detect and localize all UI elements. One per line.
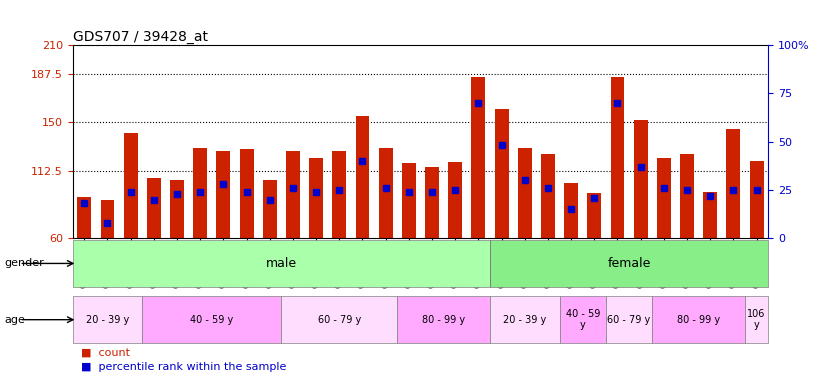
Text: male: male: [266, 257, 297, 270]
Bar: [472, 77, 486, 238]
Bar: [750, 161, 763, 238]
Bar: [634, 120, 648, 238]
Bar: [657, 158, 671, 238]
Text: 20 - 39 y: 20 - 39 y: [86, 315, 129, 325]
Bar: [101, 200, 115, 238]
Text: GDS707 / 39428_at: GDS707 / 39428_at: [73, 30, 207, 44]
Bar: [703, 192, 717, 238]
Bar: [606, 296, 653, 343]
Text: gender: gender: [4, 258, 44, 268]
Bar: [518, 148, 532, 238]
Text: 40 - 59 y: 40 - 59 y: [190, 315, 234, 325]
Bar: [495, 110, 509, 238]
Text: age: age: [4, 315, 25, 325]
Bar: [263, 180, 277, 238]
Bar: [610, 77, 624, 238]
Bar: [402, 164, 415, 238]
Bar: [73, 240, 490, 287]
Bar: [332, 151, 346, 238]
Bar: [559, 296, 606, 343]
Bar: [490, 240, 768, 287]
Bar: [170, 180, 184, 238]
Text: female: female: [607, 257, 651, 270]
Bar: [286, 151, 300, 238]
Bar: [564, 183, 578, 238]
Bar: [282, 296, 397, 343]
Bar: [309, 158, 323, 238]
Text: 60 - 79 y: 60 - 79 y: [607, 315, 651, 325]
Bar: [147, 178, 161, 238]
Bar: [680, 154, 694, 238]
Bar: [142, 296, 282, 343]
Text: 106
y: 106 y: [748, 309, 766, 330]
Bar: [73, 296, 142, 343]
Bar: [726, 129, 740, 238]
Bar: [240, 149, 254, 238]
Bar: [425, 167, 439, 238]
Bar: [78, 197, 91, 238]
Bar: [653, 296, 745, 343]
Text: 20 - 39 y: 20 - 39 y: [503, 315, 546, 325]
Text: 80 - 99 y: 80 - 99 y: [677, 315, 720, 325]
Bar: [216, 151, 230, 238]
Text: ■  percentile rank within the sample: ■ percentile rank within the sample: [81, 363, 287, 372]
Bar: [449, 162, 463, 238]
Bar: [193, 148, 207, 238]
Bar: [541, 154, 555, 238]
Text: ■  count: ■ count: [81, 348, 130, 357]
Bar: [397, 296, 490, 343]
Text: 60 - 79 y: 60 - 79 y: [318, 315, 361, 325]
Bar: [378, 148, 392, 238]
Bar: [355, 116, 369, 238]
Text: 40 - 59
y: 40 - 59 y: [566, 309, 600, 330]
Text: 80 - 99 y: 80 - 99 y: [422, 315, 465, 325]
Bar: [745, 296, 768, 343]
Bar: [490, 296, 559, 343]
Bar: [587, 193, 601, 238]
Bar: [124, 132, 138, 238]
